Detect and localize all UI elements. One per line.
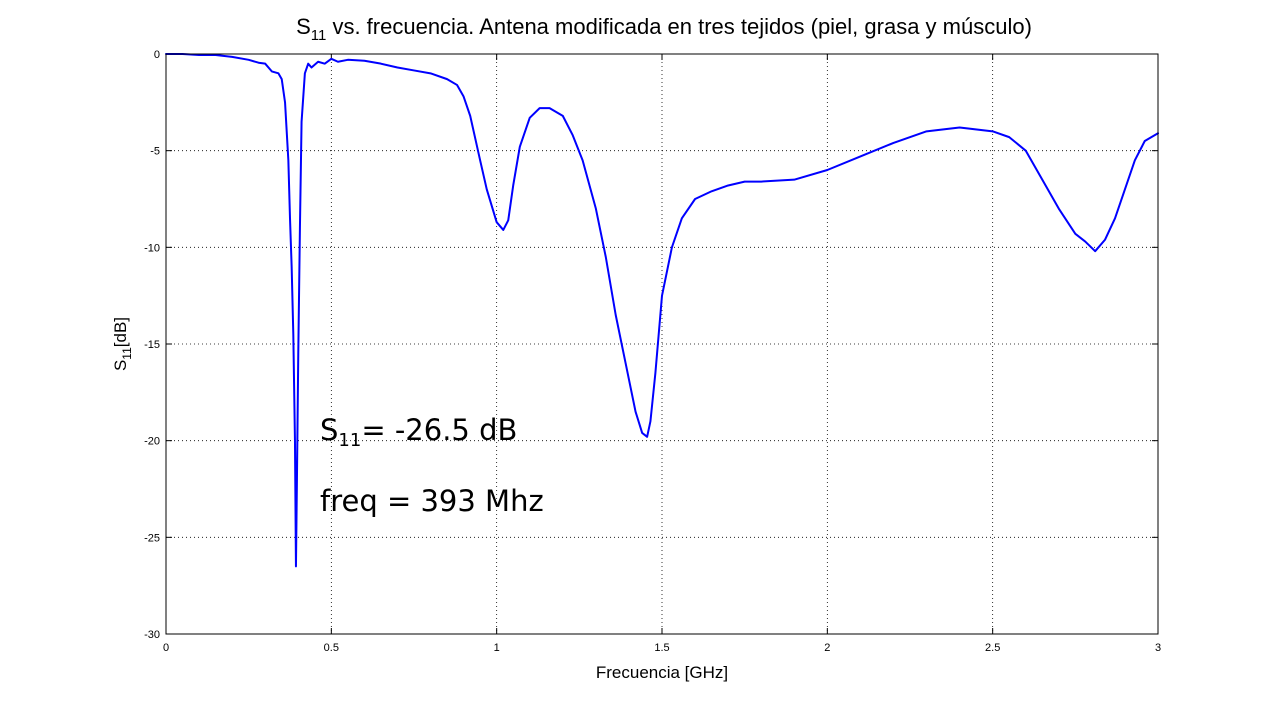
- annotation-s11-subscript: 11: [338, 430, 361, 451]
- y-axis-label-s: S: [111, 360, 130, 371]
- chart-title: S11 vs. frecuencia. Antena modificada en…: [296, 14, 1032, 44]
- x-axis-label: Frecuencia [GHz]: [596, 663, 728, 682]
- y-tick-label: 0: [154, 49, 160, 61]
- chart-title-subscript: 11: [311, 27, 327, 44]
- x-tick-labels: 0 0.5 1 1.5 2 2.5 3: [163, 642, 1161, 654]
- chart-title-rest: vs. frecuencia. Antena modificada en tre…: [326, 14, 1032, 39]
- x-tick-label: 1.5: [654, 642, 669, 654]
- x-tick-label: 2: [824, 642, 830, 654]
- y-tick-label: -5: [150, 146, 160, 158]
- annotation-s11-value: S11= -26.5 dB: [320, 413, 517, 451]
- axis-ticks: [165, 53, 1159, 635]
- y-tick-label: -30: [144, 629, 160, 641]
- x-tick-label: 0.5: [324, 642, 339, 654]
- y-tick-label: -20: [144, 436, 160, 448]
- grid-lines: [166, 54, 1158, 634]
- x-tick-label: 3: [1155, 642, 1161, 654]
- x-tick-label: 0: [163, 642, 169, 654]
- y-axis-label-subscript: 11: [120, 347, 134, 360]
- chart-title-s: S: [296, 14, 311, 39]
- annotation-frequency: freq = 393 Mhz: [320, 484, 544, 518]
- y-tick-labels: 0 -5 -10 -15 -20 -25 -30: [144, 49, 160, 641]
- x-tick-label: 2.5: [985, 642, 1000, 654]
- y-tick-label: -25: [144, 532, 160, 544]
- annotation-s11-s: S: [320, 413, 338, 447]
- plot-frame: [165, 53, 1159, 635]
- y-axis-label-rest: [dB]: [111, 317, 130, 347]
- y-axis-label: S11[dB]: [111, 317, 134, 371]
- series-layer: [165, 53, 1159, 568]
- x-tick-label: 1: [494, 642, 500, 654]
- series-line: [165, 53, 1159, 568]
- y-tick-label: -15: [144, 339, 160, 351]
- y-tick-label: -10: [144, 242, 160, 254]
- annotation-s11-rest: = -26.5 dB: [361, 413, 517, 447]
